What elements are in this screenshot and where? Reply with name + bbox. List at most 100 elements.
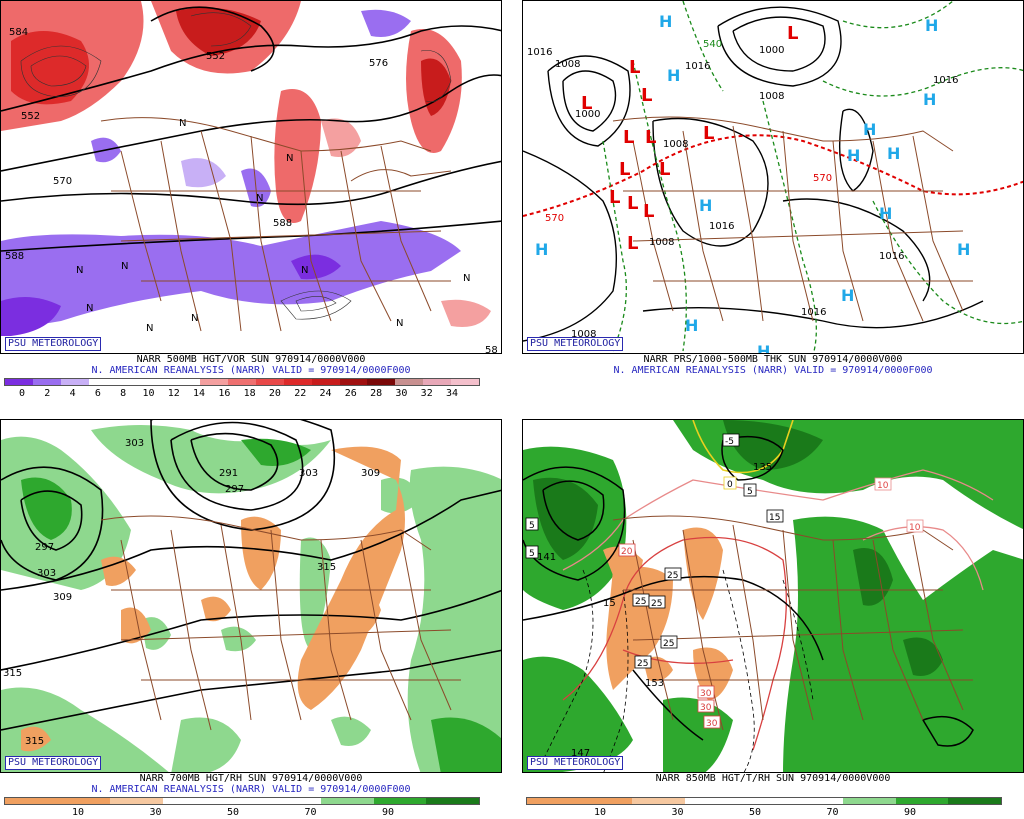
panel-pressure-thickness: 1016 1008 1000 1000 1016 1008 1008 1016 …: [522, 0, 1024, 400]
contour-label: 303: [299, 468, 318, 479]
map-700mb-graphic: 303 291 297 303 309 297 303 309 315 315 …: [1, 420, 501, 772]
isobar-label: 1008: [571, 329, 596, 340]
colorbar-segment: [228, 379, 256, 385]
contour-label: 315: [25, 736, 44, 747]
colorbar-segment: [527, 798, 580, 804]
colorbar-tick-label: 10: [71, 807, 85, 818]
thickness-label: 570: [545, 213, 564, 224]
geo-boundaries: [100, 515, 461, 731]
isobar-label: 1008: [555, 59, 580, 70]
panel-700mb-rh: 303 291 297 303 309 297 303 309 315 315 …: [0, 419, 502, 819]
low-center-marker: L: [581, 93, 592, 114]
panel-valid-caption: N. AMERICAN REANALYSIS (NARR) VALID = 97…: [91, 784, 411, 795]
thickness-label: 540: [703, 39, 722, 50]
temp-box-label: -5: [725, 437, 734, 447]
colorbar-segment: [60, 379, 89, 385]
colorbar-segment: [283, 379, 312, 385]
contour-label: 291: [219, 468, 238, 479]
contour-label: 297: [225, 484, 244, 495]
rh-fills: [1, 425, 501, 772]
colorbar-segment: [895, 798, 949, 804]
thickness-lines: [523, 1, 1023, 353]
contour-label: 588: [273, 218, 292, 229]
low-centers: L L L L L L L L L L L L L: [581, 23, 798, 254]
colorbar-segment: [948, 798, 1002, 804]
colorbar-tick-label: 28: [370, 388, 383, 399]
psu-meteorology-badge: PSU METEOROLOGY: [527, 337, 624, 351]
contour-label: 147: [571, 748, 590, 759]
high-center-marker: H: [923, 90, 936, 109]
colorbar-tick-label: 34: [445, 388, 459, 399]
low-center-marker: L: [629, 57, 640, 78]
colorbar-segment: [395, 379, 424, 385]
low-center-marker: L: [619, 159, 630, 180]
colorbar-tick-label: 90: [903, 807, 917, 818]
high-center-marker: H: [757, 342, 770, 354]
colorbar-tick-label: 26: [344, 388, 357, 399]
panel-caption: NARR 700MB HGT/RH SUN 970914/0000V000: [139, 773, 363, 784]
colorbar-tick-label: 10: [593, 807, 607, 818]
contour-label: 303: [37, 568, 56, 579]
geo-boundaries: [100, 117, 452, 332]
vort-min-label: N: [286, 153, 293, 164]
vort-min-label: N: [191, 313, 198, 324]
vort-min-label: N: [76, 265, 83, 276]
low-center-marker: L: [623, 127, 634, 148]
colorbar-segment: [144, 379, 173, 385]
low-center-marker: L: [641, 85, 652, 106]
temp-box-label: 15: [769, 513, 780, 523]
temp-box-label: 5: [747, 487, 753, 497]
temp-box-label: 5: [529, 521, 535, 531]
contour-label: 303: [125, 438, 144, 449]
vort-min-label: N: [121, 261, 128, 272]
isobar-label: 1016: [709, 221, 734, 232]
temp-box-label: 30: [700, 689, 712, 699]
contour-label: 315: [317, 562, 336, 573]
colorbar-segment: [451, 379, 479, 385]
contour-label: 570: [53, 176, 72, 187]
low-center-marker: L: [627, 233, 638, 254]
colorbar-tick-label: 6: [94, 388, 101, 399]
colorbar-segment: [5, 798, 58, 804]
map-850mb: -5 0 5 15 10 10 5 5 20 25 25: [522, 419, 1024, 773]
isobar-label: 1016: [527, 47, 552, 58]
colorbar-tick-label: 20: [268, 388, 281, 399]
high-center-marker: H: [667, 66, 680, 85]
contour-label: 58: [485, 345, 498, 354]
map-500mb: 584 552 552 570 576 588 588 N N N N N N …: [0, 0, 502, 354]
isobar-label: 1016: [801, 307, 826, 318]
temp-box-label: 10: [909, 523, 921, 533]
colorbar-segment: [32, 379, 61, 385]
colorbar-tick-label: 30: [149, 807, 162, 818]
temp-box-label: 30: [700, 703, 712, 713]
colorbar-tick-label: 18: [243, 388, 256, 399]
colorbar-segment: [255, 379, 284, 385]
low-center-marker: L: [703, 123, 714, 144]
temp-box-label: 10: [877, 481, 889, 491]
rh-colorbar: [4, 797, 480, 805]
high-center-marker: H: [535, 240, 548, 259]
vort-min-label: N: [463, 273, 470, 284]
psu-meteorology-badge: PSU METEOROLOGY: [5, 756, 102, 770]
colorbar-segment: [685, 798, 738, 804]
high-center-marker: H: [887, 144, 900, 163]
panel-caption: NARR 850MB HGT/T/RH SUN 970914/0000V000: [655, 773, 891, 784]
vort-min-label: N: [179, 118, 186, 129]
isobar-label: 1008: [759, 91, 784, 102]
high-center-marker: H: [841, 286, 854, 305]
vort-min-label: N: [396, 318, 403, 329]
boxed-temperature-labels: -5 0 5 15 10 10 5 5 20 25 25: [525, 433, 924, 729]
colorbar-segment: [423, 379, 451, 385]
isobar-label: 1008: [649, 237, 674, 248]
map-pressure-thickness: 1016 1008 1000 1000 1016 1008 1008 1016 …: [522, 0, 1024, 354]
colorbar-tick-label: 12: [167, 388, 180, 399]
contour-label: 576: [369, 58, 388, 69]
geo-boundaries: [612, 515, 973, 731]
colorbar-tick-label: 16: [218, 388, 231, 399]
high-center-marker: H: [699, 196, 712, 215]
colorbar-segment: [5, 379, 33, 385]
contour-label: 297: [35, 542, 54, 553]
vort-min-label: N: [256, 193, 263, 204]
colorbar-tick-label: 70: [826, 807, 839, 818]
colorbar-segment: [632, 798, 686, 804]
